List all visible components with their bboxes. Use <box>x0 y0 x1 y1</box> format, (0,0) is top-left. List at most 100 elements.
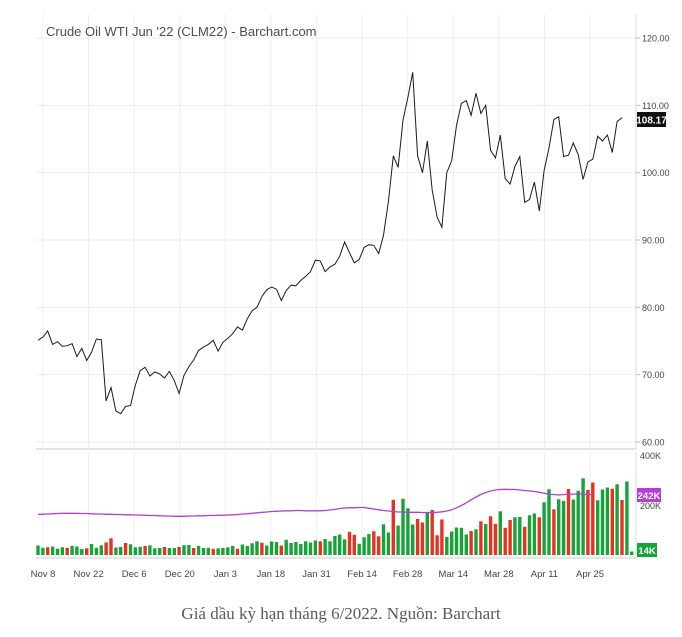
volume-bar <box>196 545 201 556</box>
volume-bar <box>605 487 610 555</box>
volume-bar <box>119 547 123 555</box>
volume-bar <box>415 519 420 555</box>
volume-bar <box>537 517 541 556</box>
volume-tick-200k: 200K <box>640 501 661 511</box>
volume-bar <box>333 536 337 555</box>
volume-bar <box>445 537 449 555</box>
volume-bar <box>338 534 342 555</box>
x-tick-label: Feb 28 <box>393 569 423 580</box>
volume-bar <box>231 546 235 555</box>
volume-bar <box>542 502 546 556</box>
x-tick-label: Mar 14 <box>438 569 468 580</box>
x-tick-label: Apr 11 <box>531 569 558 580</box>
volume-bar <box>547 489 551 556</box>
volume-bar <box>508 520 512 555</box>
volume-bar <box>279 545 283 555</box>
last-volume-marker: 14K <box>637 543 657 557</box>
volume-bar <box>80 549 84 555</box>
volume-bar <box>99 545 103 556</box>
volume-bar <box>610 488 614 556</box>
price-tick-label: 60.00 <box>642 438 665 448</box>
volume-bar <box>493 523 498 556</box>
volume-bar <box>221 548 225 555</box>
volume-bar <box>153 548 157 556</box>
volume-bar <box>406 508 410 556</box>
volume-bar <box>187 545 191 555</box>
volume-bar <box>420 522 425 555</box>
price-line <box>37 72 623 415</box>
volume-bar <box>586 490 590 555</box>
volume-bar <box>450 531 454 555</box>
volume-bar <box>162 547 167 555</box>
volume-bar <box>133 547 137 556</box>
volume-bar <box>109 538 113 556</box>
volume-bar <box>352 534 356 556</box>
volume-bar <box>250 543 254 556</box>
volume-average-line <box>38 488 593 517</box>
x-tick-label: Jan 18 <box>257 569 286 580</box>
volume-bar <box>192 548 196 555</box>
volume-bar <box>381 524 386 556</box>
volume-bar <box>104 542 108 555</box>
volume-bar <box>46 547 50 556</box>
volume-bar <box>581 478 585 556</box>
volume-bar <box>143 546 147 555</box>
price-y-ticks: 60.00 70.00 80.00 90.00 100.00 110.00 120.00 <box>642 34 670 448</box>
volume-bar <box>304 541 308 556</box>
figure-caption: Giá dầu kỳ hạn tháng 6/2022. Nguồn: Barc… <box>181 604 501 623</box>
last-price-marker: 108.17 <box>636 112 667 127</box>
volume-bar <box>396 525 400 555</box>
volume-bar <box>401 498 405 556</box>
volume-bar <box>308 542 313 555</box>
volume-bar <box>552 509 556 556</box>
volume-bar <box>294 542 298 555</box>
volume-bar <box>630 551 634 555</box>
volume-bar <box>182 545 186 556</box>
volume-bar <box>625 481 629 555</box>
volume-bar <box>362 537 366 556</box>
volume-bar <box>532 513 537 555</box>
price-tick-label: 90.00 <box>642 236 665 246</box>
x-tick-label: Apr 25 <box>576 569 604 580</box>
x-tick-label: Dec 6 <box>122 569 147 580</box>
volume-bar <box>284 539 288 556</box>
volume-bar <box>557 499 561 556</box>
volume-bar <box>299 544 303 555</box>
volume-bar <box>367 534 371 555</box>
volume-bar <box>435 535 439 556</box>
volume-bar <box>498 511 502 556</box>
x-tick-label: Mar 28 <box>484 569 514 580</box>
volume-average-label: 242K <box>638 491 661 502</box>
volume-average-marker: 242K <box>637 488 661 502</box>
volume-bar <box>94 547 99 556</box>
volume-bar <box>41 547 45 556</box>
volume-bar <box>148 545 152 556</box>
volume-bar <box>323 539 327 555</box>
x-grid <box>42 14 591 558</box>
volume-bar <box>357 543 361 556</box>
volume-bar <box>55 548 60 556</box>
chart-title: Crude Oil WTI Jun '22 (CLM22) - Barchart… <box>46 24 317 39</box>
volume-bar <box>440 519 444 555</box>
price-tick-label: 120.00 <box>642 34 670 44</box>
volume-bar <box>36 545 40 555</box>
volume-bar <box>289 543 293 555</box>
volume-bar <box>372 531 376 556</box>
volume-bar <box>469 531 473 555</box>
volume-bar <box>488 516 493 556</box>
price-tick-label: 70.00 <box>642 370 665 380</box>
x-tick-label: Nov 22 <box>74 569 104 580</box>
x-tick-label: Jan 3 <box>214 569 237 580</box>
volume-bar <box>60 547 64 556</box>
x-tick-label: Jan 31 <box>302 569 331 580</box>
volume-bar <box>226 547 230 556</box>
volume-bar <box>89 544 94 555</box>
x-tick-label: Feb 14 <box>347 569 377 580</box>
volume-bar <box>216 548 220 556</box>
volume-bar <box>123 543 128 555</box>
volume-bar <box>591 482 595 555</box>
volume-bar <box>172 548 176 555</box>
price-tick-label: 110.00 <box>642 101 669 111</box>
volume-bar <box>620 500 624 555</box>
crude-oil-chart: 60.00 70.00 80.00 90.00 100.00 110.00 120.00 C… <box>31 14 670 580</box>
